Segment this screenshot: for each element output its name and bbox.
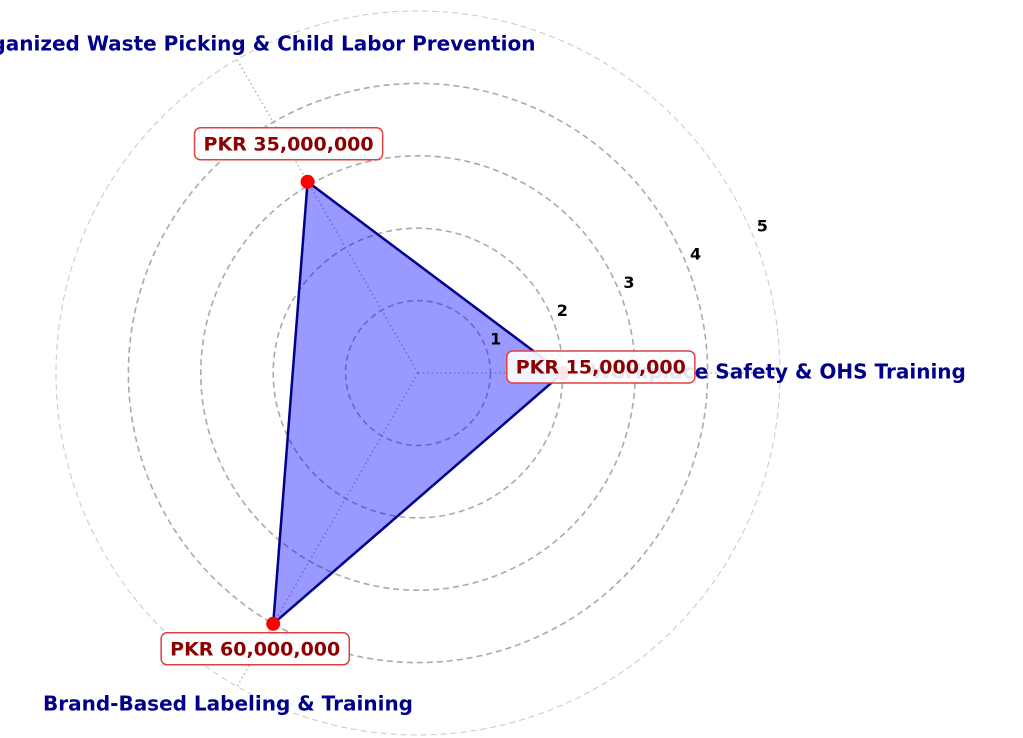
spoke <box>236 59 419 374</box>
grid-ring <box>127 82 709 664</box>
value-label-text: PKR 15,000,000 <box>516 357 686 379</box>
value-label-box <box>193 127 384 161</box>
value-label-text: PKR 35,000,000 <box>204 133 374 155</box>
grid-ring <box>55 10 781 736</box>
value-label-box <box>160 632 350 666</box>
data-point <box>266 616 281 631</box>
value-label: PKR 15,000,000 <box>506 350 696 384</box>
radial-tick-label: 3 <box>623 273 634 292</box>
radial-tick-label: 1 <box>490 330 501 349</box>
value-label-text: PKR 60,000,000 <box>170 638 340 660</box>
radial-tick-label: 5 <box>757 216 768 235</box>
category-label: Organized Waste Picking & Child Labor Pr… <box>0 32 535 56</box>
radial-tick-label: 2 <box>557 301 568 320</box>
category-label: Brand-Based Labeling & Training <box>43 692 413 716</box>
value-label: PKR 60,000,000 <box>160 632 350 666</box>
value-label: PKR 35,000,000 <box>193 127 384 161</box>
value-label-box <box>506 350 696 384</box>
radial-tick-label: 4 <box>690 245 701 264</box>
data-point <box>300 174 315 189</box>
radar-area <box>271 179 565 627</box>
